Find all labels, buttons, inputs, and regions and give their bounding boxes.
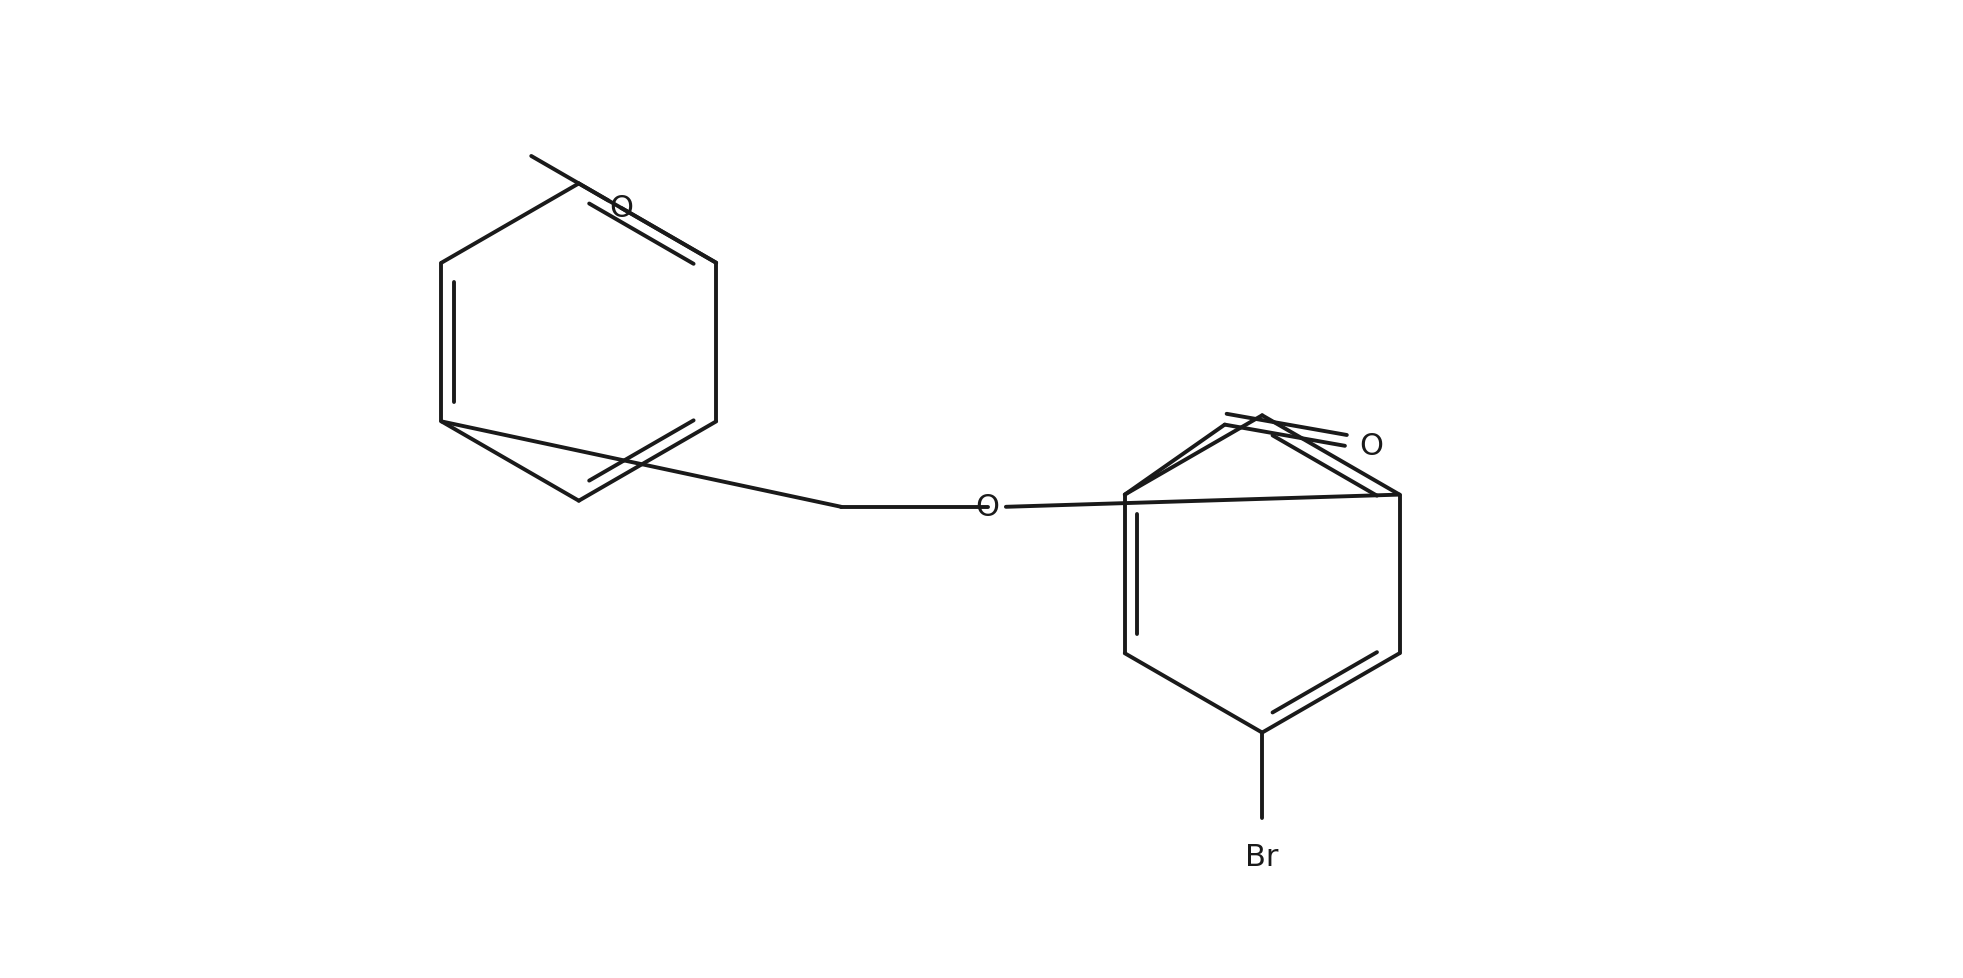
Text: O: O [1360, 432, 1384, 461]
Text: Br: Br [1245, 842, 1280, 871]
Text: O: O [976, 493, 999, 522]
Text: O: O [609, 195, 634, 223]
